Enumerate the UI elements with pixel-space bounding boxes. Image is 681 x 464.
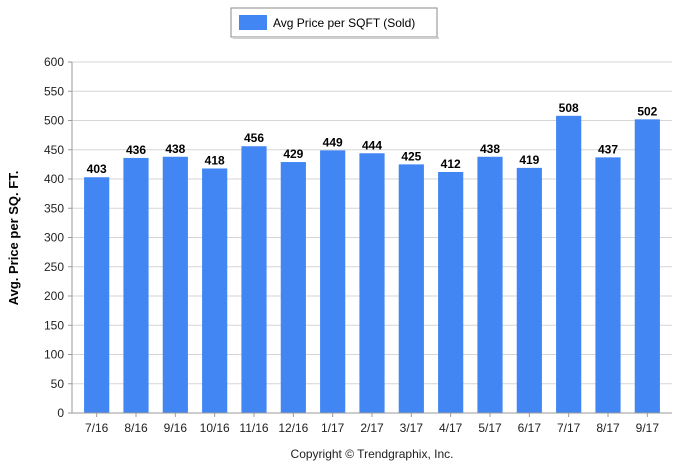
y-tick-label: 150 — [44, 318, 64, 332]
bar-value-label: 502 — [637, 104, 657, 118]
bar-value-label: 412 — [441, 157, 461, 171]
bar-value-label: 438 — [480, 142, 500, 156]
legend-shadow — [233, 37, 439, 39]
bar — [398, 164, 424, 413]
bar-value-label: 429 — [283, 147, 303, 161]
y-tick-label: 500 — [44, 114, 64, 128]
x-axis-ticks: 7/16 8/16 9/16 10/16 11/16 12/16 1/17 2/17 3/17 4… — [85, 413, 659, 435]
bar — [280, 162, 306, 413]
bar-value-label: 418 — [205, 153, 225, 167]
bar — [359, 153, 385, 413]
bar-value-label: 444 — [362, 138, 382, 152]
x-tick-label: 12/16 — [278, 421, 308, 435]
y-tick-label: 100 — [44, 348, 64, 362]
bar — [320, 150, 346, 413]
bar-value-label: 456 — [244, 131, 264, 145]
bar — [516, 167, 542, 413]
legend-swatch — [239, 15, 267, 30]
legend: Avg Price per SQFT (Sold) — [230, 7, 439, 39]
bar — [477, 156, 503, 413]
bar — [241, 146, 267, 414]
x-tick-label: 1/17 — [321, 421, 345, 435]
y-tick-label: 550 — [44, 84, 64, 98]
bar-value-label: 449 — [323, 135, 343, 149]
x-tick-label: 7/16 — [85, 421, 109, 435]
bar-value-label: 438 — [165, 142, 185, 156]
bar — [556, 115, 582, 413]
y-axis-ticks: 0 50 100 150 200 250 300 350 400 450 500 550 600 — [44, 55, 72, 420]
bar-value-label: 437 — [598, 142, 618, 156]
x-tick-label: 11/16 — [239, 421, 268, 435]
y-tick-label: 200 — [44, 289, 64, 303]
y-tick-label: 300 — [44, 231, 64, 245]
bar-value-label: 403 — [87, 162, 107, 176]
y-axis-title: Avg. Price per SQ. FT. — [6, 171, 21, 306]
x-tick-label: 7/17 — [557, 421, 581, 435]
bar — [595, 157, 621, 413]
y-tick-label: 250 — [44, 260, 64, 274]
y-tick-label: 350 — [44, 201, 64, 215]
x-tick-label: 8/16 — [124, 421, 148, 435]
y-tick-label: 600 — [44, 55, 64, 69]
x-tick-label: 6/17 — [518, 421, 542, 435]
y-tick-label: 50 — [51, 377, 65, 391]
y-tick-label: 400 — [44, 172, 64, 186]
x-tick-label: 5/17 — [478, 421, 502, 435]
bar — [634, 119, 660, 413]
x-tick-label: 10/16 — [200, 421, 230, 435]
bar — [202, 168, 228, 413]
x-tick-label: 3/17 — [400, 421, 424, 435]
bar — [84, 177, 110, 413]
x-tick-label: 9/17 — [636, 421, 660, 435]
x-tick-label: 9/16 — [164, 421, 188, 435]
bar — [123, 157, 149, 413]
bar-value-label: 419 — [519, 153, 539, 167]
data-labels: 403 436 438 418 456 429 449 444 425 412 438 419 508 4… — [87, 101, 658, 176]
bar-value-label: 436 — [126, 143, 146, 157]
x-tick-label: 2/17 — [360, 421, 384, 435]
bar — [162, 156, 188, 413]
x-tick-label: 4/17 — [439, 421, 463, 435]
copyright-text: Copyright © Trendgraphix, Inc. — [291, 447, 454, 461]
bar-value-label: 508 — [559, 101, 579, 115]
legend-label: Avg Price per SQFT (Sold) — [273, 16, 415, 30]
bar-value-label: 425 — [401, 149, 421, 163]
bar — [438, 171, 464, 413]
y-tick-label: 0 — [57, 406, 64, 420]
bars — [84, 115, 660, 414]
y-tick-label: 450 — [44, 143, 64, 157]
x-tick-label: 8/17 — [596, 421, 620, 435]
